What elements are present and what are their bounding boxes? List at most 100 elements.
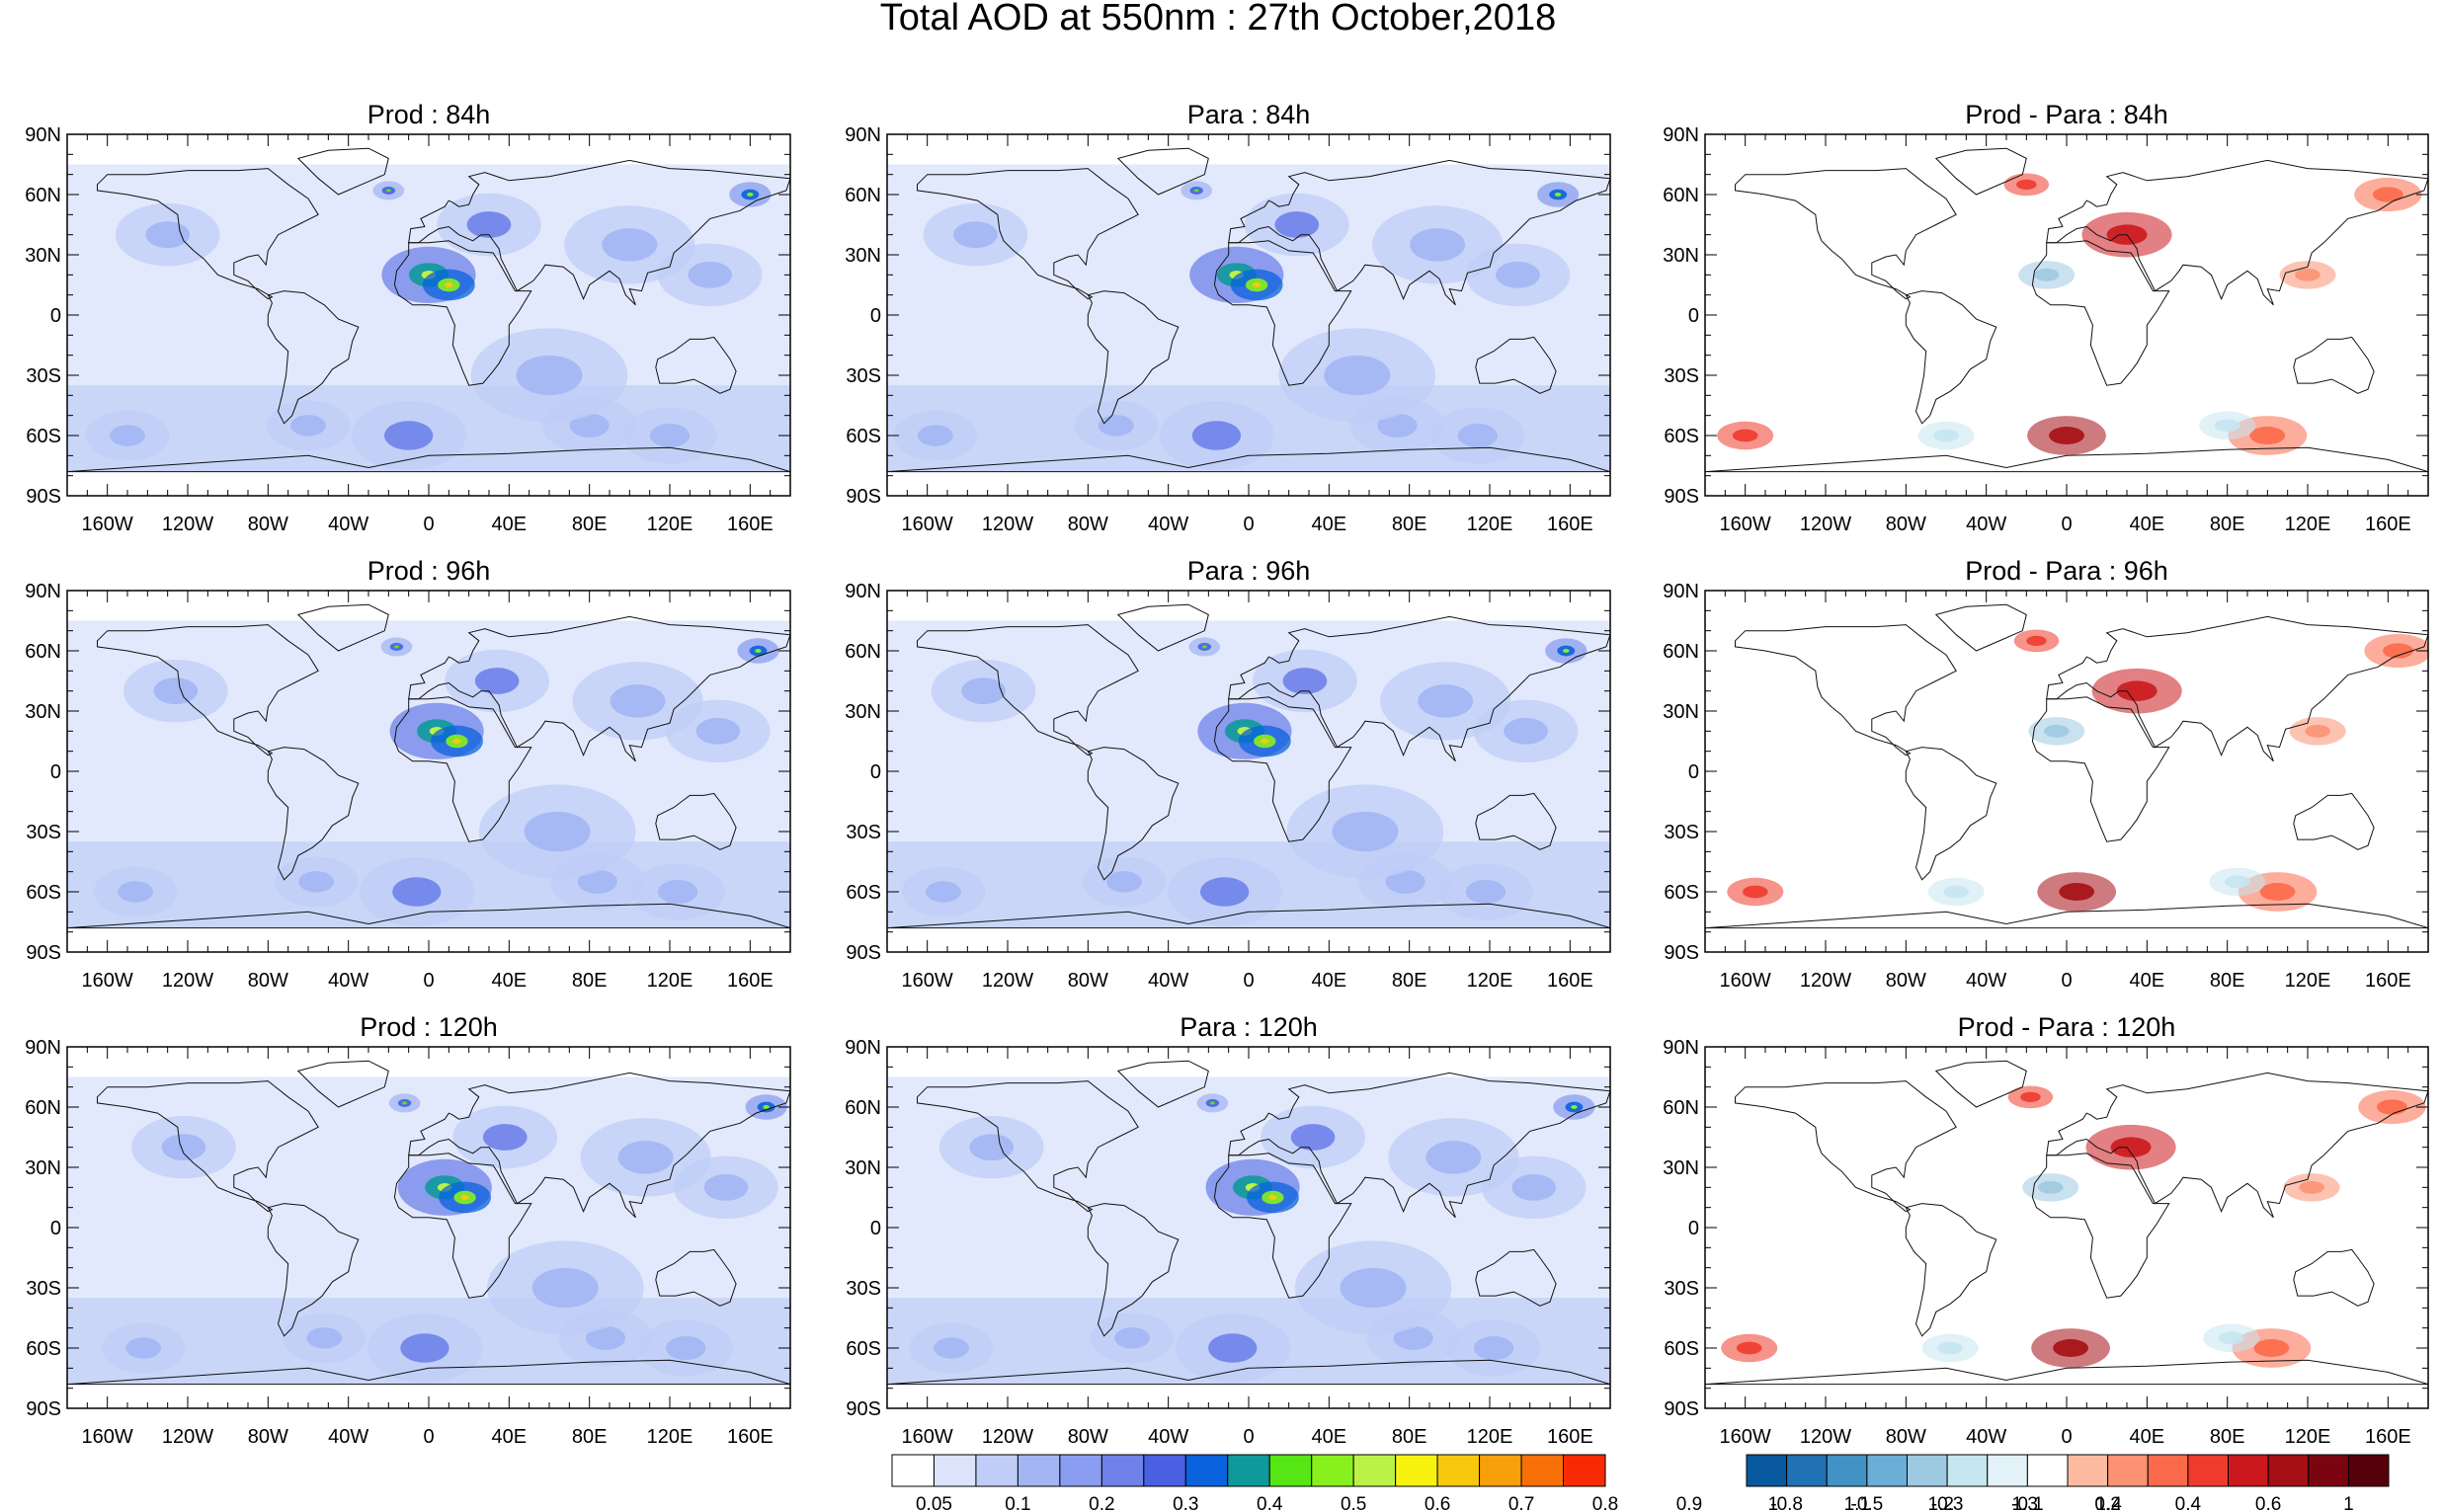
coastline [2293, 1248, 2375, 1307]
aod-plume-core [1457, 423, 1498, 448]
panel-title: Prod : 120h [360, 1012, 498, 1042]
aod-peak [394, 645, 399, 649]
coastline [1934, 603, 2027, 652]
lon-tick-label: 80W [1886, 970, 1926, 992]
coastline [1213, 1153, 1352, 1299]
aod-peak [1209, 1101, 1215, 1105]
figure-title: Total AOD at 550nm : 27th October,2018 [880, 0, 1556, 39]
lat-tick-label: 90S [1664, 486, 1699, 508]
colorbar-box [1143, 1454, 1186, 1487]
difference-core [2372, 187, 2403, 202]
lon-tick-label: 120E [1467, 970, 1513, 992]
aod-peak [1563, 649, 1570, 653]
aod-peak [460, 1195, 469, 1200]
aod-plume-core [531, 1267, 599, 1309]
aod-plume-core [1098, 415, 1134, 437]
lat-tick-label: 90N [845, 1037, 881, 1059]
lat-tick-label: 90S [26, 1398, 61, 1420]
colorbar-box [2147, 1454, 2189, 1487]
lon-tick-label: 40E [2130, 514, 2165, 535]
lon-tick-label: 0 [2061, 970, 2072, 992]
coastline [67, 903, 790, 929]
coastline [2046, 1072, 2428, 1219]
aod-plume-core [118, 881, 154, 903]
colorbar-label: 0.4 [1257, 1494, 1283, 1512]
lat-tick-label: 90N [845, 581, 881, 602]
lon-tick-label: 160E [727, 1426, 774, 1448]
difference-core [2020, 1091, 2041, 1102]
aod-plume-core [290, 415, 326, 437]
aod-plume-core [1511, 1173, 1557, 1201]
lat-tick-label: 30S [1664, 822, 1699, 843]
lon-tick-label: 120E [647, 1426, 693, 1448]
coastline [267, 1203, 360, 1337]
colorbar-label: -0.1 [2011, 1494, 2044, 1512]
aod-plume-core [658, 879, 698, 905]
lon-tick-label: 40E [1312, 514, 1347, 535]
lat-tick-label: 0 [50, 761, 61, 783]
aod-plume-core [1191, 421, 1242, 450]
difference-core [1732, 429, 1758, 442]
lon-tick-label: 40W [1148, 514, 1188, 535]
lon-tick-label: 80E [572, 1426, 608, 1448]
difference-core [2116, 680, 2158, 701]
lat-tick-label: 30S [846, 822, 881, 843]
lat-tick-label: 60S [26, 426, 61, 447]
lon-tick-label: 0 [423, 1426, 434, 1448]
lon-tick-label: 160E [727, 514, 774, 535]
coastline [655, 336, 737, 394]
coastline [887, 903, 1610, 929]
lon-tick-label: 80E [1392, 514, 1427, 535]
lon-tick-label: 120E [1467, 1426, 1513, 1448]
aod-plume-core [1473, 1335, 1514, 1361]
lon-tick-label: 120W [982, 1426, 1033, 1448]
coastline [1905, 290, 1997, 425]
colorbar-label: -0.3 [1931, 1494, 1964, 1512]
difference-colorbar: -0.8 -0.5 -0.3 -0.1 0.2 0.4 0.6 1 [1746, 1454, 2390, 1512]
lon-tick-label: 160E [2365, 970, 2411, 992]
difference-core [2053, 1339, 2089, 1357]
colorbar-box [2228, 1454, 2269, 1487]
colorbar-label: 1.4 [2095, 1494, 2122, 1512]
lat-tick-label: 30S [846, 1278, 881, 1300]
coastline [2046, 159, 2428, 306]
lat-tick-label: 60N [845, 185, 881, 206]
lat-tick-label: 30N [1663, 701, 1699, 723]
difference-core [1943, 885, 1969, 899]
aod-plume-core [1393, 1325, 1433, 1350]
aod-plume-core [474, 668, 520, 694]
map-panel: 90N 60N 30N 0 30S 60S 90S 160W 120W 80W 40W 0 40E 80E… [845, 556, 1611, 992]
lon-tick-label: 160W [902, 1426, 953, 1448]
colorbar-box [2107, 1454, 2149, 1487]
panel-title: Prod - Para : 120h [1958, 1012, 2176, 1042]
colorbar-box [1907, 1454, 1948, 1487]
lat-tick-label: 60S [846, 426, 881, 447]
lat-tick-label: 90N [25, 581, 61, 602]
colorbar-box [2347, 1454, 2390, 1487]
colorbar-label: 1 [1768, 1494, 1779, 1512]
lon-tick-label: 80E [2210, 514, 2245, 535]
colorbar-box [1479, 1454, 1522, 1487]
lon-tick-label: 160W [82, 514, 133, 535]
panel-title: Para : 84h [1187, 100, 1311, 129]
lon-tick-label: 160W [1720, 970, 1771, 992]
lat-tick-label: 90N [1663, 581, 1699, 602]
lon-tick-label: 160E [2365, 1426, 2411, 1448]
coastline [267, 290, 360, 425]
coastline [2031, 240, 2170, 386]
aod-plume-core [1208, 1333, 1258, 1363]
map-panel: 90N 60N 30N 0 30S 60S 90S 160W 120W 80W 40W 0 40E 80E… [25, 1012, 791, 1448]
difference-core [1736, 1341, 1762, 1355]
difference-core [2295, 268, 2321, 281]
lat-tick-label: 0 [1688, 305, 1699, 327]
difference-core [2225, 875, 2250, 889]
coastline [1705, 446, 2428, 473]
aod-plume-core [1340, 1267, 1407, 1309]
coastline [2031, 696, 2170, 842]
aod-plume-core [400, 1333, 449, 1363]
coastline [393, 1153, 532, 1299]
difference-core [2059, 883, 2095, 901]
coastline [1905, 1203, 1997, 1337]
lat-tick-label: 60N [1663, 1097, 1699, 1119]
aod-peak [402, 1101, 408, 1105]
